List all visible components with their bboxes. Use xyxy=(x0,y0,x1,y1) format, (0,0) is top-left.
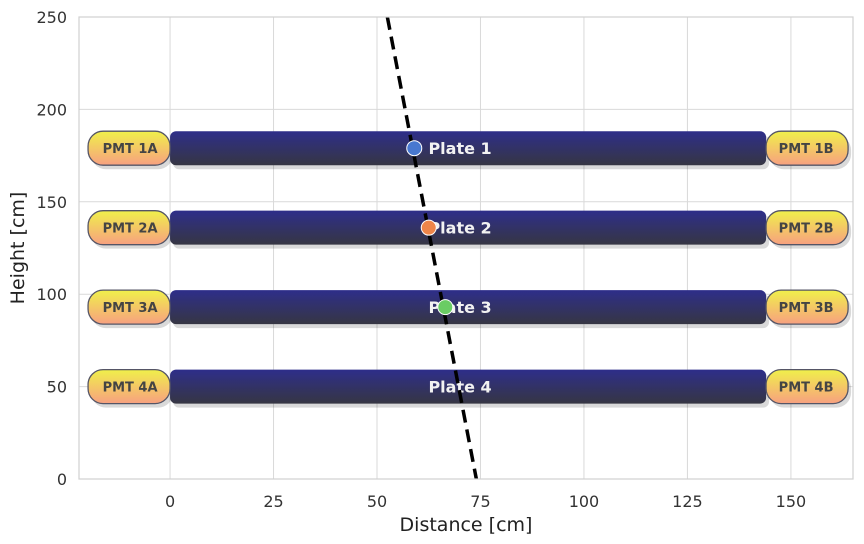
hits xyxy=(406,140,454,316)
y-tick-label: 100 xyxy=(36,285,67,304)
plate-label: Plate 1 xyxy=(428,139,491,158)
y-axis-title: Height [cm] xyxy=(7,192,29,305)
y-tick-label: 0 xyxy=(57,470,67,489)
x-tick-label: 0 xyxy=(165,492,175,511)
plate-label: Plate 4 xyxy=(428,378,491,397)
plate-group: PMT 1A PMT 1B Plate 1 xyxy=(87,130,852,170)
pmt-right-label: PMT 1B xyxy=(779,142,834,157)
pmt-left-label: PMT 2A xyxy=(103,222,158,237)
hit-point xyxy=(437,299,454,316)
pmt-left xyxy=(87,289,171,325)
pmt-right xyxy=(765,289,849,325)
x-tick-label: 150 xyxy=(776,492,807,511)
x-tick-label: 25 xyxy=(263,492,283,511)
y-ticks: 0 50 100 150 200 250 xyxy=(36,8,67,489)
x-tick-label: 50 xyxy=(367,492,387,511)
pmt-left-label: PMT 1A xyxy=(103,142,158,157)
pmt-right-label: PMT 2B xyxy=(779,222,834,237)
plate-group: PMT 2A PMT 2B Plate 2 xyxy=(87,210,852,249)
pmt-left xyxy=(87,130,171,166)
pmt-right xyxy=(765,210,849,246)
track xyxy=(385,17,479,479)
pmt-left-label: PMT 4A xyxy=(103,381,158,396)
track-line xyxy=(385,17,479,479)
pmt-right xyxy=(765,130,849,166)
y-tick-label: 200 xyxy=(36,100,67,119)
hit-point xyxy=(406,140,423,157)
y-tick-label: 150 xyxy=(36,193,67,212)
hit-point xyxy=(420,219,437,236)
y-tick-label: 250 xyxy=(36,8,67,27)
pmt-left xyxy=(87,368,171,405)
pmt-right-label: PMT 4B xyxy=(779,381,834,396)
x-ticks: 0 25 50 75 100 125 150 xyxy=(165,492,806,511)
plate-bar xyxy=(170,290,767,325)
pmt-left xyxy=(87,210,171,246)
pmt-right-label: PMT 3B xyxy=(779,301,834,316)
plate-bar xyxy=(170,369,767,404)
pmt-left-label: PMT 3A xyxy=(103,301,158,316)
plate-label: Plate 2 xyxy=(428,219,491,238)
x-tick-label: 100 xyxy=(569,492,600,511)
plate-group: PMT 4A PMT 4B Plate 4 xyxy=(87,368,852,408)
x-tick-label: 125 xyxy=(672,492,703,511)
plate-bar xyxy=(170,210,767,245)
x-tick-label: 75 xyxy=(470,492,490,511)
y-tick-label: 50 xyxy=(47,378,67,397)
plate-bar xyxy=(170,131,767,166)
pmt-right xyxy=(765,368,849,405)
plot-frame xyxy=(78,16,854,480)
x-axis-title: Distance [cm] xyxy=(400,514,533,536)
